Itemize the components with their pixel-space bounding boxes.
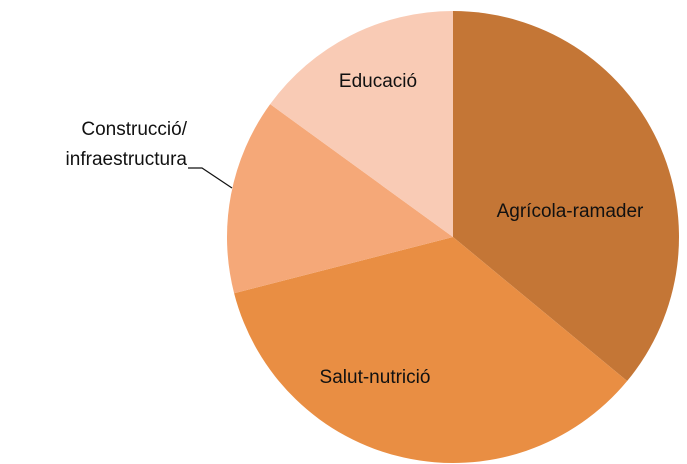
pie-slice — [234, 237, 628, 463]
pie-slice — [453, 11, 679, 382]
leader-line — [188, 167, 233, 189]
slice-label: Agrícola-ramader — [497, 201, 644, 222]
pie-slice — [270, 11, 453, 237]
slice-label: Educació — [339, 71, 417, 92]
pie-slice — [227, 104, 453, 294]
slice-label: Salut-nutrició — [320, 367, 431, 388]
slice-label: Construcció/infraestructura — [66, 119, 188, 170]
